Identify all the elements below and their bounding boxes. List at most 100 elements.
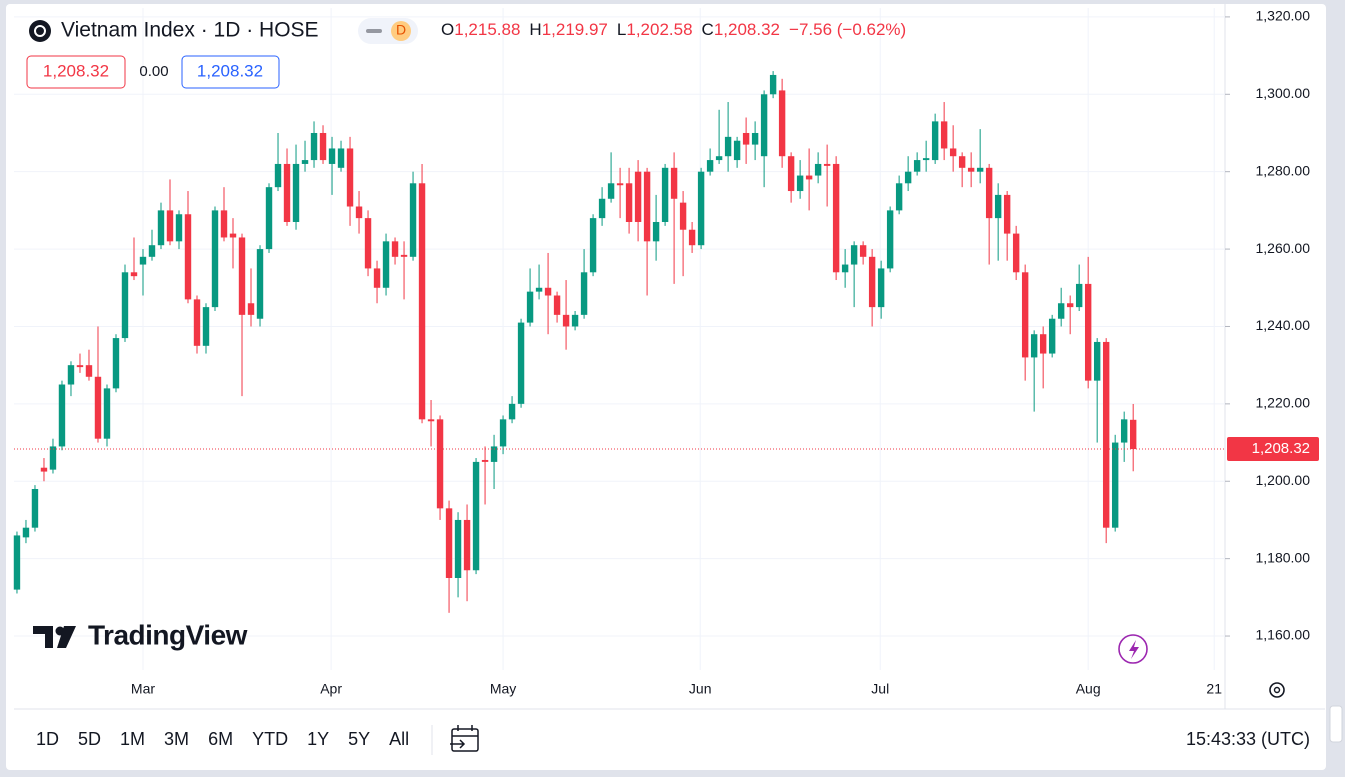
candle-body (490, 446, 498, 462)
candle-body (562, 314, 570, 327)
watermark: TradingView (88, 619, 248, 650)
range-button[interactable]: 5Y (348, 729, 370, 749)
symbol-logo (29, 20, 51, 42)
candle-body (589, 218, 597, 273)
badge-circle (391, 21, 411, 41)
candle-body (121, 272, 129, 339)
candle-body (94, 376, 102, 439)
candle-body (688, 229, 696, 246)
candles (13, 71, 1137, 613)
candle-body (1129, 419, 1137, 450)
alert-icon[interactable] (1118, 634, 1148, 664)
price-box (181, 55, 280, 89)
candle-body (760, 94, 768, 157)
candle-body (607, 183, 615, 199)
x-tick-label: Jul (871, 681, 889, 697)
range-button[interactable]: 6M (208, 729, 233, 749)
y-tick-label: 1,300.00 (1256, 85, 1311, 101)
candle-body (193, 299, 201, 346)
candle-body (769, 74, 777, 95)
range-button[interactable]: 3M (164, 729, 189, 749)
candle-body (715, 156, 723, 161)
candle-body (427, 419, 435, 422)
candle-body (706, 160, 714, 172)
y-tick-label: 1,280.00 (1256, 162, 1311, 178)
candle-body (445, 508, 453, 578)
settings-icon[interactable] (1269, 682, 1285, 698)
candle-body (166, 210, 174, 242)
candle-body (949, 148, 957, 157)
candle-body (130, 272, 138, 277)
ohlc-change: −7.56 (−0.62%) (789, 20, 906, 39)
settings-icon-center (1273, 686, 1281, 694)
range-button[interactable]: 1M (120, 729, 145, 749)
candle-body (940, 121, 948, 149)
candle-body (454, 519, 462, 578)
candle-body (292, 163, 300, 222)
candle-body (1066, 303, 1074, 308)
range-button[interactable]: YTD (252, 729, 288, 749)
candle-body (1057, 303, 1065, 319)
candle-body (463, 519, 471, 571)
candle-body (328, 148, 336, 164)
candle-body (958, 156, 966, 168)
candle-body (1021, 272, 1029, 358)
candle-body (886, 210, 894, 269)
candle-body (616, 183, 624, 186)
y-tick-label: 1,320.00 (1256, 8, 1311, 24)
candle-body (643, 171, 651, 242)
candle-body (364, 218, 372, 269)
side-handle[interactable] (1329, 705, 1343, 743)
range-button[interactable]: All (389, 729, 409, 749)
ohlc-value: 1,202.58 (626, 20, 692, 39)
badge-dash (366, 29, 382, 33)
candle-body (544, 287, 552, 296)
candle-body (22, 527, 30, 538)
range-button[interactable]: 5D (78, 729, 101, 749)
date-range-icon[interactable] (450, 725, 479, 752)
candle-body (724, 136, 732, 157)
y-tick-label: 1,180.00 (1256, 549, 1311, 565)
x-tick-label: May (490, 681, 516, 697)
candle-body (922, 158, 930, 161)
candle-body (670, 167, 678, 199)
candle-body (697, 171, 705, 246)
candle-body (859, 245, 867, 257)
candle-body (418, 183, 426, 420)
range-button[interactable]: 1D (36, 729, 59, 749)
candle-body (778, 90, 786, 157)
candle-body (373, 268, 381, 288)
y-tick-label: 1,220.00 (1256, 395, 1311, 411)
candle-body (517, 322, 525, 404)
candle-body (535, 287, 543, 292)
candle-body (850, 245, 858, 265)
clock: 15:43:33 (UTC) (1186, 729, 1310, 749)
candle-body (580, 272, 588, 315)
ohlc-key: O (441, 20, 454, 39)
candle-body (985, 167, 993, 219)
candle-body (499, 419, 507, 447)
price-tag (1227, 437, 1319, 462)
candle-body (238, 237, 246, 315)
candle-body (895, 183, 903, 211)
candle-body (355, 206, 363, 219)
candle-body (301, 160, 309, 164)
candle-body (931, 121, 939, 161)
candle-body (67, 365, 75, 385)
candle-body (157, 210, 165, 246)
candle-body (1084, 283, 1092, 381)
range-button[interactable]: 1Y (307, 729, 329, 749)
candle-body (256, 249, 264, 319)
candle-body (751, 132, 759, 145)
candle-body (976, 167, 984, 172)
candle-body (868, 256, 876, 308)
candle-body (1039, 334, 1047, 354)
badge: D (396, 22, 406, 38)
candle-body (841, 264, 849, 273)
candle-body (796, 175, 804, 192)
candle-body (625, 183, 633, 222)
candle-body (148, 245, 156, 257)
candle-body (1048, 318, 1056, 354)
ohlc-value: 1,208.32 (714, 20, 780, 39)
candle-body (202, 307, 210, 346)
